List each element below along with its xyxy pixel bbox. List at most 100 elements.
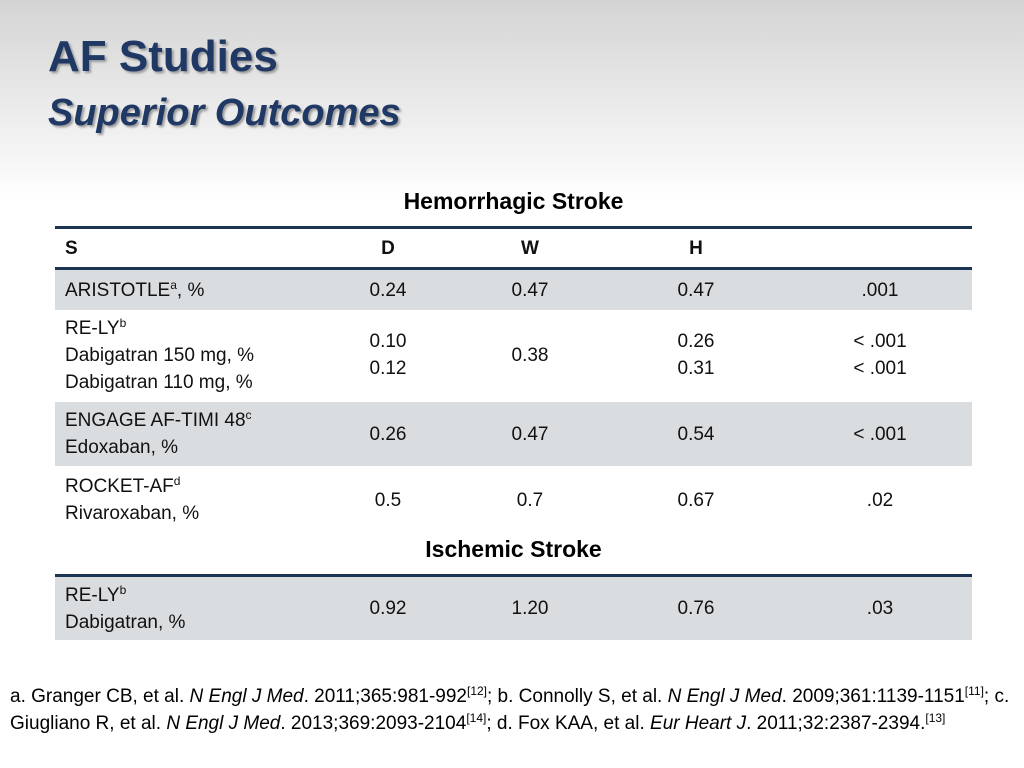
table-cell: 0.47 <box>678 270 715 310</box>
cell-line: 0.5 <box>375 487 401 514</box>
cell-line: 0.38 <box>512 342 549 369</box>
text-run: 1.20 <box>511 598 549 619</box>
table-cell: 0.24 <box>370 270 407 310</box>
cell-line: 0.26 <box>370 421 407 448</box>
table-cell: RE-LYb Dabigatran 150 mg, % Dabigatran 110… <box>65 310 254 400</box>
table-row: ARISTOTLEa, % 0.24 0.47 0.47 .001 <box>55 270 972 310</box>
text-run: 0.26 <box>677 331 715 352</box>
cell-line: ROCKET-AFd <box>65 473 199 500</box>
text-run: . 2009;361:1139-1151 <box>781 686 965 707</box>
text-run: Dabigatran 150 mg, % <box>65 344 255 366</box>
text-run: N Engl J Med <box>166 713 281 734</box>
section-title: Hemorrhagic Stroke <box>403 188 624 214</box>
header-cell: S <box>65 229 78 267</box>
table-cell: ARISTOTLEa, % <box>65 270 204 310</box>
text-run: Rivaroxaban, % <box>65 503 200 524</box>
text-run: S <box>65 237 78 259</box>
cell-line: Dabigatran, % <box>65 609 185 636</box>
superscript: c <box>245 408 252 422</box>
text-run: 0.5 <box>374 489 402 511</box>
cell-line: D <box>381 235 395 262</box>
text-run: < .001 <box>853 423 907 445</box>
cell-line: 0.24 <box>370 277 407 304</box>
table-cell: 0.47 <box>512 402 549 466</box>
text-run: 0.12 <box>369 358 407 379</box>
text-run: Eur Heart J <box>650 713 747 734</box>
text-run: ; d. Fox KAA, et al. <box>486 713 651 734</box>
cell-line: RE-LYb <box>65 582 185 609</box>
superscript: [11] <box>964 684 984 698</box>
text-run: 0.47 <box>511 423 549 445</box>
table-cell: ROCKET-AFd Rivaroxaban, % <box>65 468 199 532</box>
table-cell: RE-LYb Dabigatran, % <box>65 577 185 640</box>
cell-line: < .001 <box>853 355 906 382</box>
text-run: 0.38 <box>511 344 549 366</box>
footnote: a. Granger CB, et al. N Engl J Med . 2011… <box>10 683 1020 737</box>
cell-line: ENGAGE AF-TIMI 48c <box>65 407 252 434</box>
text-run: Edoxaban, % <box>65 437 179 458</box>
text-run: ENGAGE AF-TIMI 48 <box>65 410 246 431</box>
text-run: a. Granger CB, et al. <box>10 686 190 707</box>
table-cell: < .001 < .001 <box>853 310 906 400</box>
cell-line: Dabigatran 150 mg, % <box>65 342 254 369</box>
cell-line: 0.76 <box>678 595 715 622</box>
cell-line: 0.10 <box>370 328 407 355</box>
text-run: < .001 <box>853 331 907 352</box>
section-rule <box>55 226 972 229</box>
text-run: . 2013;369:2093-2104 <box>280 713 467 734</box>
text-run: , % <box>176 279 205 301</box>
table-cell: 0.26 <box>370 402 407 466</box>
table-row: ROCKET-AFd Rivaroxaban, % 0.5 0.7 0.67 .02 <box>55 468 972 532</box>
cell-line: Rivaroxaban, % <box>65 500 199 527</box>
cell-line: Edoxaban, % <box>65 434 252 461</box>
cell-line: < .001 <box>853 328 906 355</box>
cell-line: < .001 <box>853 421 906 448</box>
table-cell: .001 <box>862 270 899 310</box>
text-run: N Engl J Med <box>667 686 782 707</box>
table-cell: 0.67 <box>678 468 715 532</box>
cell-line: 0.47 <box>512 277 549 304</box>
text-run: 0.76 <box>677 598 715 619</box>
text-run: ; b. Connolly S, et al. <box>487 686 668 707</box>
text-run: . 2011;365:981-992 <box>303 686 467 707</box>
cell-line: 0.47 <box>678 277 715 304</box>
table-cell: 0.5 <box>375 468 401 532</box>
text-run: H <box>689 237 703 259</box>
text-run: 0.67 <box>677 489 715 511</box>
cell-line: H <box>689 235 703 262</box>
text-run: ROCKET-AF <box>65 476 174 497</box>
text-run: 0.47 <box>511 279 549 301</box>
text-run: ; c. Giugliano R, et al. <box>10 686 1010 734</box>
table-cell: 1.20 <box>512 577 549 640</box>
text-run: 0.92 <box>369 598 407 619</box>
table-cell: 0.38 <box>512 310 549 400</box>
text-run: < .001 <box>853 358 907 379</box>
header-cell: H <box>689 229 703 267</box>
cell-line: ARISTOTLEa, % <box>65 277 204 304</box>
table-cell: < .001 <box>853 402 906 466</box>
section-rule <box>55 574 972 577</box>
text-run: Dabigatran 110 mg, % <box>65 371 253 393</box>
text-run: 0.7 <box>516 489 544 511</box>
table-cell: 0.47 <box>512 270 549 310</box>
text-run: RE-LY <box>65 317 120 339</box>
table-cell: 0.7 <box>517 468 543 532</box>
cell-line: 0.54 <box>678 421 715 448</box>
superscript: [14] <box>466 711 487 725</box>
superscript: [12] <box>466 684 487 698</box>
cell-line: 0.47 <box>512 421 549 448</box>
table-cell: .03 <box>867 577 893 640</box>
cell-line: .02 <box>867 487 893 514</box>
text-run: 0.31 <box>677 358 715 379</box>
text-run: W <box>521 237 539 259</box>
header-rule <box>55 267 972 270</box>
cell-line: 0.67 <box>678 487 715 514</box>
slide-subtitle: Superior Outcomes <box>48 92 401 134</box>
text-run: 0.47 <box>677 279 715 301</box>
cell-line: Dabigatran 110 mg, % <box>65 369 254 396</box>
cell-line: 0.12 <box>370 355 407 382</box>
text-run: Dabigatran, % <box>65 611 186 633</box>
text-run: RE-LY <box>65 584 120 606</box>
